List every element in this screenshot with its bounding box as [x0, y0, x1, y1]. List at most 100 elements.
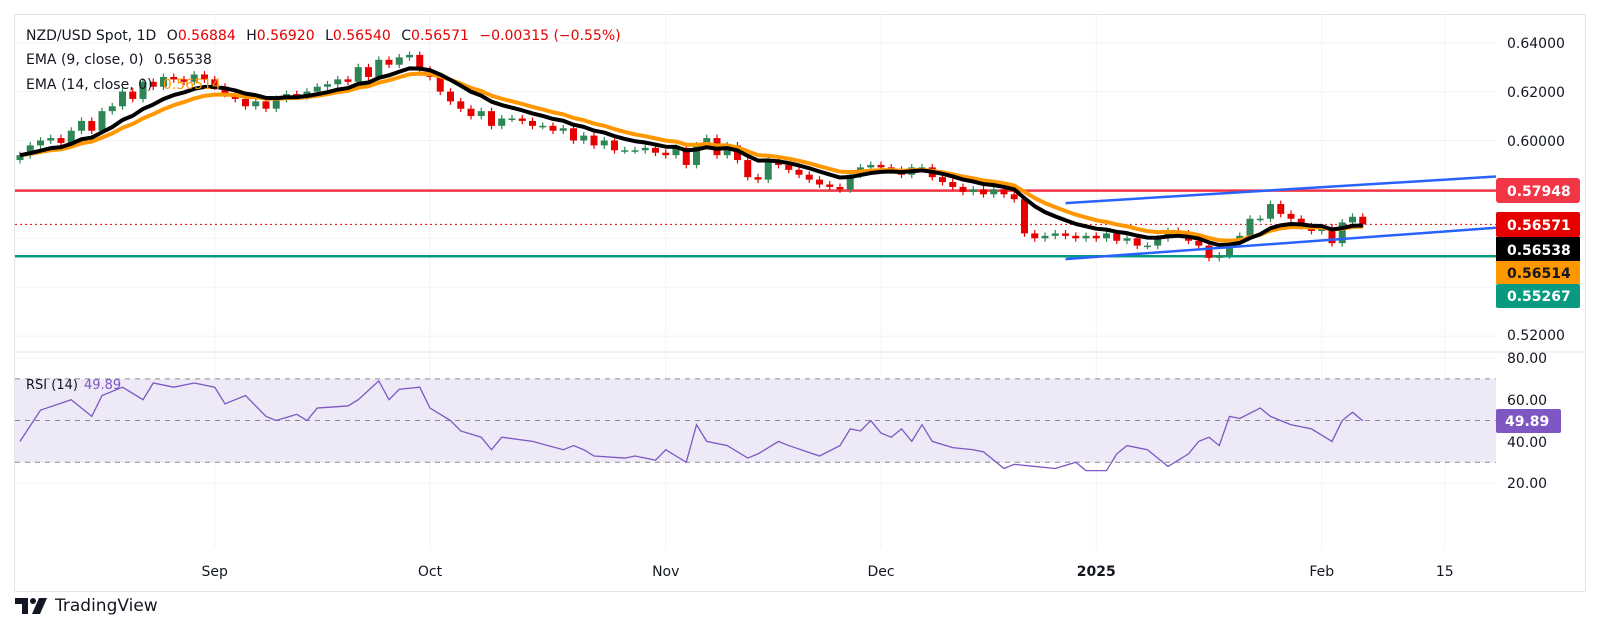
candle-body: [190, 74, 198, 82]
candle: [1103, 229, 1110, 242]
ema14-label: EMA (14, close, 0): [26, 77, 153, 93]
candle-body: [1154, 238, 1162, 246]
candle-body: [682, 147, 690, 165]
candle: [37, 137, 44, 149]
candle-body: [826, 184, 834, 187]
candle-body: [959, 186, 967, 192]
candle: [201, 71, 208, 83]
candle: [631, 146, 639, 154]
candle-body: [744, 160, 752, 178]
candle-body: [221, 86, 229, 95]
candle: [149, 78, 157, 91]
candle: [498, 115, 506, 130]
rsi-line: [19, 379, 1364, 472]
candle-body: [67, 130, 75, 143]
candle-body: [1113, 233, 1121, 241]
ema9-line: [19, 66, 1363, 248]
candle-body: [139, 81, 147, 99]
candle-body: [488, 111, 495, 126]
candle-body: [211, 79, 219, 87]
candle-body: [1328, 227, 1336, 244]
candle-body: [600, 140, 608, 146]
support-price-label: 0.55267: [1507, 289, 1571, 305]
candle-body: [1144, 245, 1151, 248]
ema14-line: [19, 71, 1363, 243]
candle: [805, 171, 813, 184]
y-tick: 0.64000: [1507, 36, 1565, 52]
candle: [990, 185, 998, 198]
candle-body: [570, 128, 577, 141]
candle-body: [149, 81, 157, 87]
ema9-price-box: [1496, 237, 1580, 261]
candle: [57, 134, 65, 147]
candle: [129, 88, 137, 103]
candle-body: [703, 138, 711, 146]
symbol-title[interactable]: NZD/USD Spot, 1D: [26, 28, 157, 44]
rsi-y-tick: 80.00: [1507, 351, 1547, 367]
ema14-price-label: 0.56514: [1507, 266, 1571, 282]
candle: [88, 117, 96, 135]
candle: [580, 132, 588, 144]
ema14-value: 0.56514: [162, 77, 221, 93]
close-value: 0.56571: [411, 28, 469, 44]
candle: [1338, 218, 1346, 247]
candle: [539, 122, 547, 130]
candle-body: [672, 147, 680, 156]
candle: [559, 124, 567, 135]
ema9-legend[interactable]: EMA (9, close, 0) 0.56538: [26, 52, 218, 68]
candle: [508, 115, 516, 122]
candle: [795, 166, 803, 179]
candle: [1010, 190, 1018, 203]
tradingview-logo[interactable]: TradingView: [15, 596, 158, 616]
x-axis: Sep Oct Nov Dec 2025 Feb 15: [202, 564, 1454, 580]
y-tick: 0.60000: [1507, 134, 1565, 150]
candle: [1349, 213, 1356, 226]
candle: [836, 183, 844, 193]
candle: [600, 137, 608, 149]
candle-body: [160, 76, 167, 87]
candle-body: [1349, 216, 1356, 223]
support-price-box: [1496, 284, 1580, 308]
candle-body: [416, 54, 424, 70]
candle: [590, 132, 598, 149]
candle: [662, 149, 670, 159]
candle: [1359, 213, 1367, 228]
y-tick: 0.62000: [1507, 85, 1565, 101]
candle: [98, 107, 106, 135]
high-value: 0.56920: [256, 28, 315, 44]
candle: [621, 146, 629, 154]
candle-body: [344, 79, 352, 82]
candle: [252, 97, 260, 110]
candle: [1277, 200, 1285, 218]
candle: [477, 107, 485, 120]
candle: [1072, 232, 1080, 242]
x-tick-label: Nov: [652, 564, 679, 580]
candle: [744, 156, 752, 181]
candle-body: [467, 108, 475, 117]
candle: [1051, 229, 1059, 240]
candle-body: [252, 101, 260, 107]
ema14-legend[interactable]: EMA (14, close, 0) 0.56514: [26, 77, 227, 93]
candle-body: [324, 84, 331, 87]
candle: [641, 144, 649, 154]
candle: [78, 117, 85, 135]
candle: [1041, 232, 1049, 242]
change-value: −0.00315 (−0.55%): [479, 28, 621, 44]
candle-body: [693, 145, 700, 165]
candle-body: [723, 145, 731, 156]
candle: [826, 181, 834, 191]
candle: [549, 122, 557, 135]
rsi-legend[interactable]: RSI (14) 49.89: [26, 378, 121, 393]
y-tick: 0.52000: [1507, 328, 1565, 344]
low-label: L: [325, 28, 333, 44]
candle: [1082, 232, 1090, 242]
close-label: C: [401, 28, 412, 44]
open-label: O: [166, 28, 178, 44]
candle-body: [354, 67, 362, 82]
candle-body: [1195, 240, 1203, 246]
candle-body: [1031, 233, 1039, 239]
candle-body: [108, 106, 116, 112]
candle-body: [939, 177, 946, 183]
ema-lines: [19, 66, 1363, 248]
